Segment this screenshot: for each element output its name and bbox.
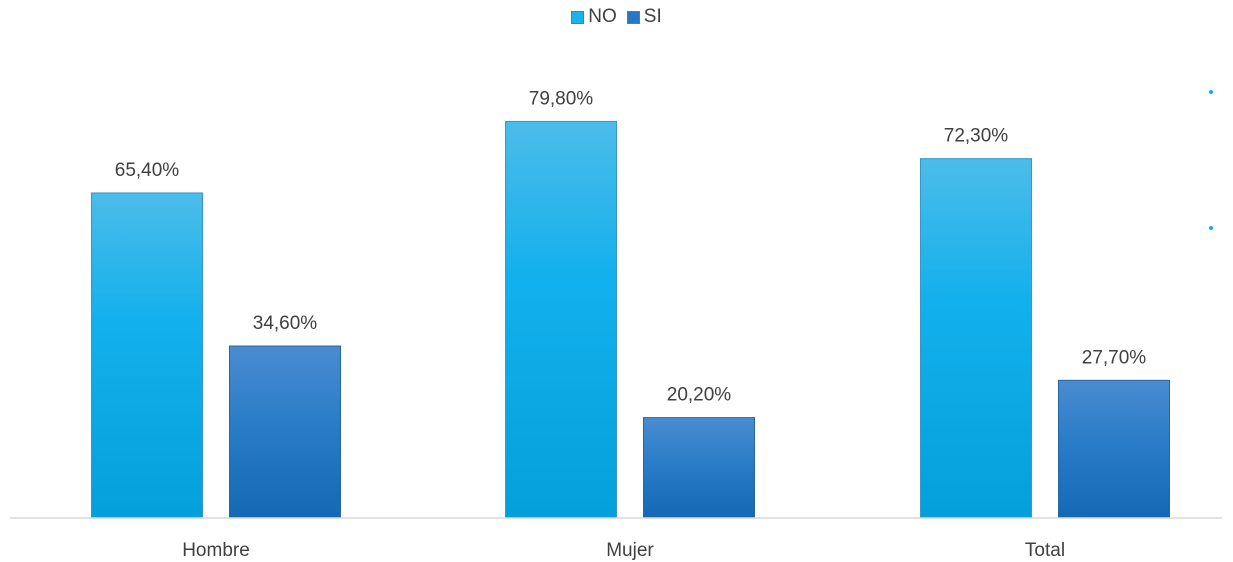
data-label-si-total: 27,70% [1082,347,1147,368]
legend-item-no: NO [571,6,617,28]
legend: NO SI [0,6,1233,28]
data-label-no-hombre: 65,40% [115,160,180,181]
data-label-si-hombre: 34,60% [253,313,318,334]
x-tick-label-total: Total [1025,540,1065,561]
decorative-dot [1209,90,1213,94]
legend-label-si: SI [643,6,662,27]
decorative-dot [1209,226,1213,230]
bar-si-mujer [643,417,755,519]
legend-swatch-si [626,10,640,24]
data-label-no-mujer: 79,80% [529,88,594,109]
data-label-si-mujer: 20,20% [667,385,732,406]
legend-item-si: SI [626,6,662,28]
data-label-no-total: 72,30% [944,126,1009,147]
legend-swatch-no [571,10,585,24]
x-tick-label-mujer: Mujer [606,540,654,561]
bar-si-hombre [229,345,341,519]
bar-no-hombre [91,192,203,519]
legend-label-no: NO [588,6,617,27]
bar-no-mujer [505,120,617,519]
ticks-layer: Hombre Mujer Total [182,540,1065,561]
bar-no-total [920,158,1032,519]
bars-layer [91,120,1170,519]
x-tick-label-hombre: Hombre [182,540,250,561]
bar-si-total [1058,379,1170,519]
labels-layer: 65,40% 34,60% 79,80% 20,20% 72,30% 27,70% [115,88,1147,405]
